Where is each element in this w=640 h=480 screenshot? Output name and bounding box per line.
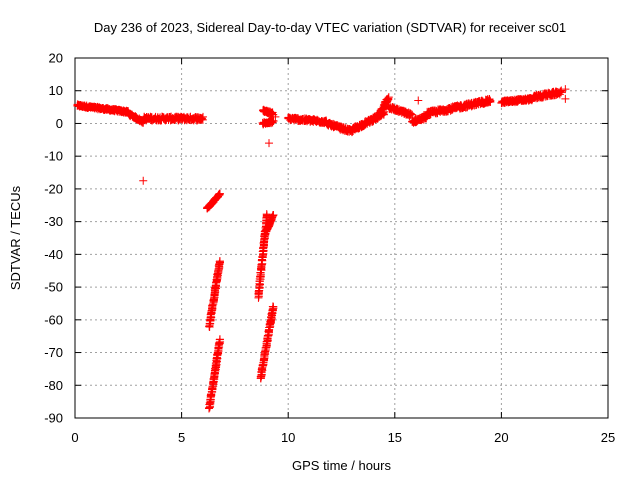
data-point bbox=[266, 217, 275, 226]
x-tick-label: 15 bbox=[388, 430, 402, 445]
data-point bbox=[269, 116, 278, 125]
data-point bbox=[486, 98, 495, 107]
data-point bbox=[215, 335, 224, 344]
data-point bbox=[215, 189, 224, 198]
data-points bbox=[73, 85, 570, 413]
data-point bbox=[384, 93, 393, 102]
y-tick-label: -90 bbox=[44, 411, 63, 426]
grid-lines bbox=[75, 58, 608, 418]
data-point bbox=[262, 211, 271, 220]
y-tick-label: -70 bbox=[44, 345, 63, 360]
data-point bbox=[208, 301, 217, 310]
y-tick-label: -50 bbox=[44, 280, 63, 295]
y-tick-label: -20 bbox=[44, 181, 63, 196]
y-tick-label: 10 bbox=[49, 83, 63, 98]
data-point bbox=[408, 110, 417, 119]
axis-ticks: 0 5 10 15 20 25 20 10 0 -10 -20 -30 -40 -50 -60 -70 -80 -… bbox=[44, 51, 615, 446]
y-tick-label: -60 bbox=[44, 312, 63, 327]
x-tick-label: 10 bbox=[281, 430, 295, 445]
data-point bbox=[139, 176, 148, 185]
data-point bbox=[215, 257, 224, 266]
x-axis-label: GPS time / hours bbox=[292, 458, 391, 473]
y-tick-label: -80 bbox=[44, 378, 63, 393]
y-axis-label: SDTVAR / TECUs bbox=[8, 185, 23, 290]
y-tick-label: 20 bbox=[49, 51, 63, 66]
data-point bbox=[269, 302, 278, 311]
x-tick-label: 5 bbox=[178, 430, 185, 445]
data-point bbox=[199, 112, 208, 121]
data-point bbox=[384, 94, 393, 103]
x-tick-label: 20 bbox=[494, 430, 508, 445]
chart-title: Day 236 of 2023, Sidereal Day-to-day VTE… bbox=[94, 20, 566, 35]
y-tick-label: -30 bbox=[44, 214, 63, 229]
data-point bbox=[414, 96, 423, 105]
plot-frame bbox=[74, 57, 609, 419]
y-tick-label: -10 bbox=[44, 149, 63, 164]
data-point bbox=[561, 85, 570, 94]
y-tick-label: -40 bbox=[44, 247, 63, 262]
data-point bbox=[557, 86, 566, 95]
x-tick-label: 0 bbox=[71, 430, 78, 445]
y-tick-label: 0 bbox=[56, 116, 63, 131]
data-point bbox=[271, 112, 280, 121]
data-point bbox=[265, 139, 274, 148]
data-point bbox=[198, 114, 207, 123]
x-tick-label: 25 bbox=[601, 430, 615, 445]
data-point bbox=[256, 372, 265, 381]
data-point bbox=[561, 94, 570, 103]
